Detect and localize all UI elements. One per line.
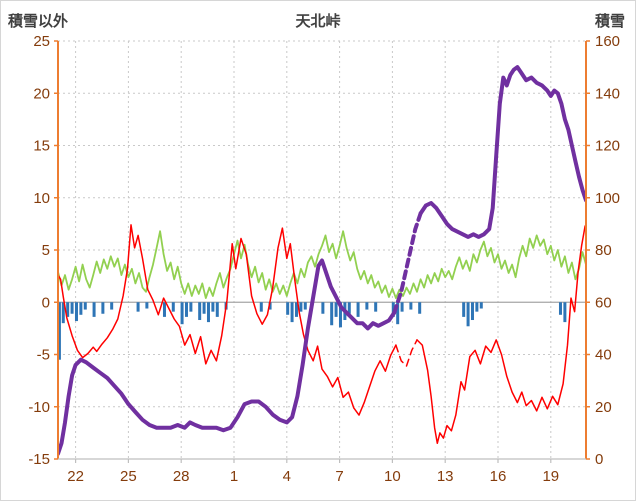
series-blue-bars-bar	[558, 302, 562, 315]
series-blue-bars-bar	[268, 302, 272, 310]
y-right-tick-label: 20	[595, 399, 612, 416]
series-blue-bars-bar	[374, 302, 378, 312]
y-right-tick-label: 140	[595, 85, 620, 102]
x-tick-label: 19	[542, 468, 559, 485]
series-blue-bars-bar	[180, 302, 184, 325]
x-tick-label: 10	[384, 468, 401, 485]
y-left-tick-label: 20	[33, 85, 50, 102]
y-left-tick-label: 15	[33, 138, 50, 155]
series-blue-bars-bar	[290, 302, 294, 323]
series-group	[58, 65, 586, 456]
series-blue-bars-bar	[299, 302, 303, 312]
series-blue-bars-bar	[356, 302, 360, 317]
series-blue-bars-bar	[198, 302, 202, 321]
y-left-tick-label: 10	[33, 190, 50, 207]
y-left-tick-label: -5	[37, 347, 50, 364]
series-blue-bars-bar	[189, 302, 193, 312]
series-snow-depth-line	[58, 258, 397, 456]
y-left-tick-label: -15	[28, 451, 50, 468]
series-green-line-line	[58, 230, 586, 300]
right-axis-title: 積雪	[594, 13, 625, 30]
series-blue-bars-bar	[79, 302, 83, 315]
x-tick-label: 4	[283, 468, 291, 485]
x-tick-label: 7	[335, 468, 343, 485]
x-tick-label: 25	[120, 468, 137, 485]
series-blue-bars-bar	[58, 302, 61, 360]
x-tick-label: 13	[437, 468, 454, 485]
series-blue-bars-bar	[479, 302, 483, 309]
series-blue-bars-bar	[162, 302, 166, 317]
y-left-tick-label: 5	[42, 242, 50, 259]
y-left-tick-label: 0	[42, 294, 50, 311]
x-tick-label: 22	[67, 468, 84, 485]
series-red-line-line	[395, 339, 418, 367]
series-blue-bars-bar	[211, 302, 215, 312]
series-blue-bars-bar	[347, 302, 351, 314]
x-tick-label: 16	[490, 468, 507, 485]
series-blue-bars-bar	[475, 302, 479, 312]
y-left-tick-label: -10	[28, 399, 50, 416]
series-blue-bars-bar	[206, 302, 210, 323]
series-blue-bars-bar	[110, 302, 114, 310]
series-blue-bars-bar	[294, 302, 298, 317]
y-right-tick-label: 120	[595, 138, 620, 155]
y-right-tick-label: 40	[595, 347, 612, 364]
series-blue-bars-bar	[418, 302, 422, 314]
left-axis-title: 積雪以外	[8, 13, 69, 30]
y-right-tick-label: 80	[595, 242, 612, 259]
series-blue-bars-bar	[101, 302, 105, 314]
series-blue-bars-bar	[83, 302, 87, 310]
series-snow-depth-line	[418, 65, 586, 239]
series-blue-bars-bar	[334, 302, 338, 317]
x-tick-label: 1	[230, 468, 238, 485]
y-left-tick-label: 25	[33, 33, 50, 50]
series-blue-bars-bar	[202, 302, 206, 314]
series-blue-bars-bar	[396, 302, 400, 325]
series-blue-bars-bar	[171, 302, 175, 312]
series-blue-bars-bar	[365, 302, 369, 310]
series-blue-bars-bar	[286, 302, 290, 315]
series-blue-bars-bar	[184, 302, 188, 317]
series-blue-bars-bar	[466, 302, 470, 327]
y-right-tick-label: 60	[595, 294, 612, 311]
series-blue-bars-bar	[330, 302, 334, 326]
chart-title: 天北峠	[295, 13, 341, 30]
y-right-tick-label: 160	[595, 33, 620, 50]
series-blue-bars-bar	[338, 302, 342, 328]
series-blue-bars-bar	[462, 302, 466, 317]
series-blue-bars-bar	[321, 302, 325, 314]
series-snow-depth-line	[392, 211, 423, 315]
series-blue-bars-bar	[215, 302, 219, 317]
x-tick-label: 28	[173, 468, 190, 485]
series-blue-bars-bar	[66, 302, 70, 317]
series-blue-bars-bar	[145, 302, 149, 309]
series-blue-bars-bar	[259, 302, 263, 312]
series-blue-bars-bar	[400, 302, 404, 312]
series-blue-bars-bar	[74, 302, 78, 322]
y-right-tick-label: 0	[595, 451, 603, 468]
series-blue-bars-bar	[470, 302, 474, 321]
series-blue-bars-bar	[92, 302, 96, 317]
series-blue-bars-bar	[61, 302, 65, 324]
y-right-tick-label: 100	[595, 190, 620, 207]
series-red-line-line	[58, 224, 397, 416]
series-blue-bars-bar	[409, 302, 413, 310]
series-red-line-line	[416, 225, 586, 445]
series-blue-bars-bar	[563, 302, 567, 323]
series-blue-bars-bar	[70, 302, 74, 314]
series-blue-bars-bar	[136, 302, 140, 312]
series-blue-bars-bar	[303, 302, 307, 310]
